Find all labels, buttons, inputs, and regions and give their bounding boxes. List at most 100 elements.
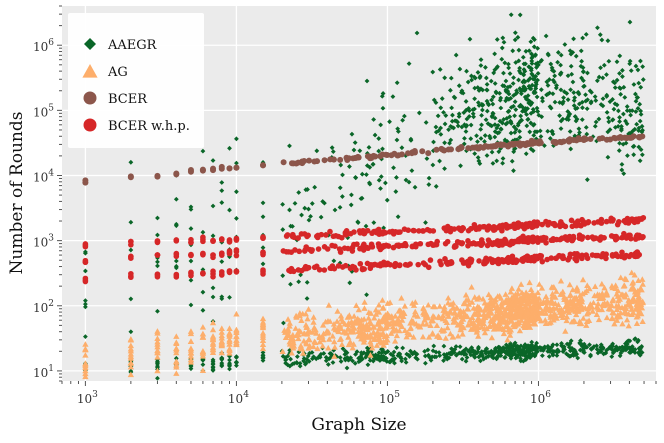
ag-point (286, 338, 293, 345)
aaegr-point (358, 196, 364, 202)
aaegr-point (569, 71, 575, 77)
ag-point (293, 314, 300, 320)
aaegr-point (304, 296, 310, 301)
ag-point (614, 311, 621, 318)
aaegr-point (294, 360, 300, 366)
aaegr-point (441, 109, 446, 115)
aaegr-point (504, 115, 510, 121)
aaegr-point (490, 101, 496, 107)
ag-point (379, 318, 386, 324)
ag-point (559, 288, 566, 295)
bcer-point (411, 149, 418, 156)
aaegr-point (370, 358, 376, 364)
aaegr-point (414, 30, 420, 36)
aaegr-point (504, 120, 510, 126)
ag-point (636, 295, 643, 302)
aaegr-point (357, 148, 363, 154)
aaegr-point (482, 133, 488, 138)
ag-point (542, 293, 550, 300)
aaegr-point (329, 145, 335, 151)
aaegr-point (459, 124, 465, 130)
aaegr-point (612, 124, 618, 130)
aaegr-point (512, 348, 518, 353)
aaegr-point (523, 48, 529, 54)
ag-point (127, 345, 134, 352)
aaegr-point (584, 131, 590, 137)
aaegr-point (593, 119, 599, 125)
ag-point (290, 344, 297, 351)
ag-point (298, 317, 305, 323)
bcer-whp-point (392, 228, 399, 235)
aaegr-point (424, 156, 430, 162)
aaegr-point (627, 61, 633, 67)
aaegr-point (601, 351, 607, 357)
aaegr-point (574, 116, 580, 122)
aaegr-point (531, 44, 537, 50)
ag-point (581, 289, 589, 295)
aaegr-point (415, 356, 420, 362)
aaegr-point (378, 122, 384, 128)
ag-point (290, 339, 297, 346)
aaegr-point (513, 126, 519, 132)
aaegr-point (550, 351, 556, 357)
aaegr-point (554, 349, 560, 355)
aaegr-point (611, 347, 617, 353)
bcer-whp-point (539, 221, 546, 228)
aaegr-point (155, 263, 160, 269)
aaegr-point (350, 358, 355, 364)
bcer-whp-point (465, 238, 471, 244)
ag-point (502, 291, 509, 297)
aaegr-point (384, 197, 390, 203)
aaegr-point (596, 116, 602, 122)
aaegr-point (462, 122, 467, 128)
aaegr-point (576, 101, 582, 107)
ag-point (154, 338, 161, 345)
ag-point (600, 294, 607, 301)
aaegr-point (400, 117, 406, 123)
aaegr-point (412, 184, 418, 190)
aaegr-point (409, 168, 415, 174)
aaegr-point (399, 145, 405, 151)
aaegr-point (260, 200, 266, 206)
ag-point (382, 339, 389, 345)
ag-point (449, 333, 457, 340)
aaegr-point (449, 346, 454, 352)
ag-point (468, 299, 476, 305)
aaegr-point (476, 344, 481, 350)
aaegr-point (408, 136, 414, 142)
ag-point (625, 322, 632, 329)
aaegr-point (453, 52, 459, 58)
ag-point (479, 295, 487, 302)
aaegr-point (528, 67, 534, 73)
aaegr-point (442, 354, 448, 360)
aaegr-point (511, 75, 516, 81)
bcer-whp-point (444, 261, 451, 267)
aaegr-point (344, 350, 350, 356)
aaegr-point (534, 94, 540, 100)
aaegr-point (323, 358, 329, 364)
aaegr-point (632, 350, 638, 355)
aaegr-point (325, 362, 331, 367)
aaegr-point (478, 57, 484, 63)
aaegr-point (580, 105, 585, 111)
aaegr-point (600, 75, 606, 81)
aaegr-point (234, 189, 239, 195)
aaegr-point (512, 99, 518, 105)
bcer-point (337, 156, 344, 163)
aaegr-point (640, 77, 646, 82)
aaegr-point (307, 350, 312, 356)
aaegr-point (629, 108, 635, 114)
aaegr-point (82, 249, 88, 255)
aaegr-point (635, 350, 641, 356)
ag-point (173, 345, 180, 352)
aaegr-point (543, 33, 549, 39)
aaegr-point (436, 350, 442, 355)
ag-point (529, 289, 536, 296)
bcer-whp-point (411, 227, 417, 234)
aaegr-point (200, 357, 206, 363)
aaegr-point (555, 50, 561, 55)
aaegr-point (436, 128, 442, 134)
aaegr-point (210, 233, 216, 239)
ag-point (410, 302, 418, 308)
ag-point (562, 328, 569, 334)
